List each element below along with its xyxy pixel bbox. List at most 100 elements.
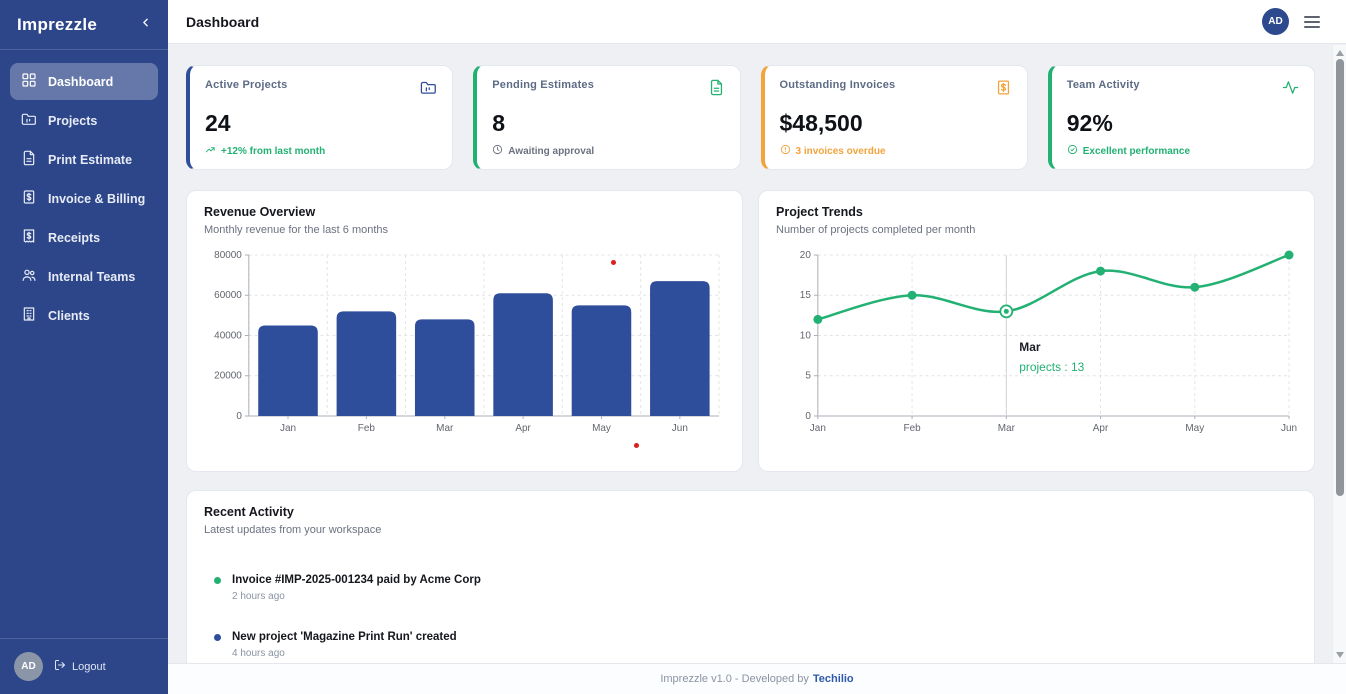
folder-icon (21, 111, 37, 130)
sidebar-item-print-estimate[interactable]: Print Estimate (10, 141, 158, 178)
activity-time: 2 hours ago (232, 591, 285, 602)
stat-card-value: 8 (492, 110, 506, 136)
svg-text:May: May (1185, 423, 1204, 434)
svg-text:Feb: Feb (358, 423, 376, 434)
stat-card-team-activity: Team Activity 92% Excellent performance (1047, 65, 1315, 170)
page-title: Dashboard (186, 13, 260, 30)
clock-icon (492, 144, 503, 158)
sidebar-avatar: AD (14, 652, 43, 681)
sidebar-item-clients[interactable]: Clients (10, 297, 158, 334)
project-trends-card: Project Trends Number of projects comple… (758, 190, 1315, 472)
logo-text: Imprezzle (17, 14, 98, 34)
svg-text:Jun: Jun (672, 423, 688, 434)
svg-text:0: 0 (236, 411, 242, 422)
main-area: Dashboard AD Active Projects (168, 0, 1346, 694)
stat-card-value: $48,500 (779, 110, 863, 136)
red-dot-artifact (634, 443, 639, 448)
sidebar: Imprezzle Dashboard Projects (0, 0, 168, 694)
stat-card-label: Active Projects (205, 79, 288, 91)
revenue-overview-card: Revenue Overview Monthly revenue for the… (186, 190, 743, 472)
scrollbar-down-arrow[interactable] (1335, 652, 1344, 658)
activity-text: New project 'Magazine Print Run' created (232, 631, 457, 643)
svg-text:May: May (592, 423, 611, 434)
svg-text:Apr: Apr (515, 423, 531, 434)
chart-subtitle: Number of projects completed per month (776, 224, 976, 236)
red-dot-artifact (611, 260, 616, 265)
stat-card-label: Outstanding Invoices (779, 79, 896, 91)
sidebar-item-dashboard[interactable]: Dashboard (10, 63, 158, 100)
sidebar-item-label: Print Estimate (48, 152, 133, 167)
activity-item: Invoice #IMP-2025-001234 paid by Acme Co… (214, 574, 1287, 602)
svg-text:10: 10 (800, 330, 812, 341)
stat-card-label: Team Activity (1066, 79, 1140, 91)
svg-text:Jun: Jun (1281, 423, 1297, 434)
activity-dot (214, 577, 221, 584)
stat-card-value: 24 (205, 110, 231, 136)
logout-icon (54, 659, 66, 674)
svg-text:20: 20 (800, 250, 812, 261)
svg-text:Apr: Apr (1093, 423, 1109, 434)
chart-subtitle: Monthly revenue for the last 6 months (204, 224, 389, 236)
sidebar-collapse-button[interactable] (139, 16, 152, 34)
footer-brand-link[interactable]: Techilio (812, 673, 854, 685)
activity-dot (214, 634, 221, 641)
sidebar-item-internal-teams[interactable]: Internal Teams (10, 258, 158, 295)
svg-text:60000: 60000 (214, 290, 242, 301)
sidebar-item-projects[interactable]: Projects (10, 102, 158, 139)
activity-list: Invoice #IMP-2025-001234 paid by Acme Co… (204, 546, 1297, 659)
receipt-dollar-icon (21, 228, 37, 247)
stat-card-value: 92% (1066, 110, 1113, 136)
svg-text:5: 5 (805, 371, 811, 382)
scrollbar-up-arrow[interactable] (1335, 50, 1344, 56)
alert-circle-icon (780, 144, 791, 158)
stat-card-pending-estimates: Pending Estimates 8 Awaiting approval (473, 65, 741, 170)
hamburger-menu-icon (1304, 15, 1320, 18)
revenue-bar-chart[interactable]: 0 20000 40000 60000 80000 Jan Feb Mar Apr May Jun (204, 246, 725, 442)
sidebar-item-invoice-billing[interactable]: Invoice & Billing (10, 180, 158, 217)
logout-button[interactable]: Logout (54, 659, 106, 674)
sidebar-item-receipts[interactable]: Receipts (10, 219, 158, 256)
sidebar-item-label: Projects (48, 113, 98, 128)
svg-text:Mar: Mar (1019, 340, 1041, 354)
svg-text:40000: 40000 (214, 330, 242, 341)
project-trends-line-chart[interactable]: 0 5 10 15 20 Jan Feb Mar Apr May Jun Mar projects : … (776, 246, 1297, 442)
stat-card-active-projects: Active Projects 24 +12% from last month (186, 65, 454, 170)
svg-text:20000: 20000 (214, 371, 242, 382)
folder-icon (420, 79, 437, 101)
activity-icon (1282, 79, 1299, 101)
svg-text:projects : 13: projects : 13 (1019, 360, 1084, 374)
invoice-dollar-icon (21, 189, 37, 208)
sidebar-item-label: Invoice & Billing (48, 191, 146, 206)
recent-activity-card: Recent Activity Latest updates from your… (186, 490, 1315, 663)
header-avatar[interactable]: AD (1262, 8, 1289, 35)
stat-card-outstanding-invoices: Outstanding Invoices $48,500 3 invoices … (760, 65, 1028, 170)
svg-text:Mar: Mar (998, 423, 1016, 434)
file-text-icon (708, 79, 725, 101)
svg-text:80000: 80000 (214, 250, 242, 261)
activity-title: Recent Activity (204, 505, 294, 519)
logout-label: Logout (72, 660, 106, 673)
sidebar-item-label: Dashboard (48, 74, 114, 89)
stat-card-status: Awaiting approval (492, 144, 724, 158)
sidebar-footer: AD Logout (0, 638, 168, 694)
stat-card-status: 3 invoices overdue (780, 144, 1012, 158)
activity-text: Invoice #IMP-2025-001234 paid by Acme Co… (232, 574, 481, 586)
activity-subtitle: Latest updates from your workspace (204, 524, 382, 536)
chart-title: Revenue Overview (204, 205, 316, 219)
users-icon (21, 267, 37, 286)
sidebar-item-label: Clients (48, 308, 90, 323)
svg-text:Mar: Mar (436, 423, 454, 434)
svg-text:15: 15 (800, 290, 812, 301)
activity-time: 4 hours ago (232, 648, 285, 659)
activity-item: New project 'Magazine Print Run' created… (214, 631, 1287, 659)
footer-text: Imprezzle v1.0 - Developed by (660, 673, 809, 685)
stat-card-label: Pending Estimates (492, 79, 595, 91)
scrollbar[interactable] (1332, 45, 1346, 663)
sidebar-nav: Dashboard Projects Print Estimate Invoic… (0, 50, 168, 638)
stat-card-status: +12% from last month (205, 144, 437, 158)
check-circle-icon (1067, 144, 1078, 158)
scrollbar-thumb[interactable] (1335, 59, 1344, 496)
hamburger-menu-button[interactable] (1304, 13, 1320, 31)
dashboard-grid-icon (21, 72, 37, 91)
